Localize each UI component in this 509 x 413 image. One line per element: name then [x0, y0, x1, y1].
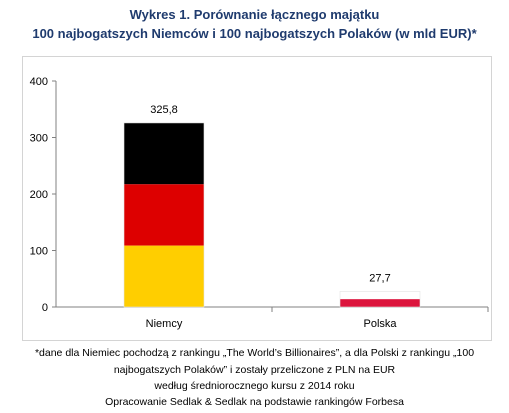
bar-stripe [340, 291, 420, 300]
x-tick-label: Niemcy [146, 318, 183, 330]
y-tick-label: 300 [30, 133, 48, 145]
chart-title-line2: 100 najbogatszych Niemców i 100 najbogat… [32, 26, 477, 41]
footnote-line2: najbogatszych Polaków” i zostały przelic… [113, 364, 396, 376]
axes: 0 100 200 300 400 [30, 76, 489, 314]
data-label: 27,7 [369, 272, 390, 284]
chart-frame [22, 56, 492, 341]
bar-stripe [124, 122, 204, 185]
y-tick-label: 400 [30, 76, 48, 88]
source-line: Opracowanie Sedlak & Sedlak na podstawie… [105, 396, 404, 408]
bar-outline [123, 122, 205, 308]
footnote-line3: według średniorocznego kursu z 2014 roku [154, 380, 355, 392]
x-tick-label: Polska [363, 318, 397, 330]
bar-stripe [124, 184, 204, 246]
footnote-line1: *dane dla Niemiec pochodzą z rankingu „T… [34, 347, 475, 359]
bar-niemcy [123, 122, 205, 308]
data-label: 325,8 [150, 104, 178, 116]
bar-outline [339, 291, 421, 308]
bar-stripe [124, 245, 204, 307]
y-tick-label: 0 [42, 302, 48, 314]
chart-title-line1: Wykres 1. Porównanie łącznego majątku [129, 7, 380, 22]
bar-stripe [340, 299, 420, 307]
bars [123, 122, 421, 308]
labels: Niemcy 325,8 Polska 27,7 [146, 104, 398, 330]
y-tick-label: 200 [30, 189, 48, 201]
bar-polska [339, 291, 421, 308]
y-tick-label: 100 [30, 246, 48, 258]
